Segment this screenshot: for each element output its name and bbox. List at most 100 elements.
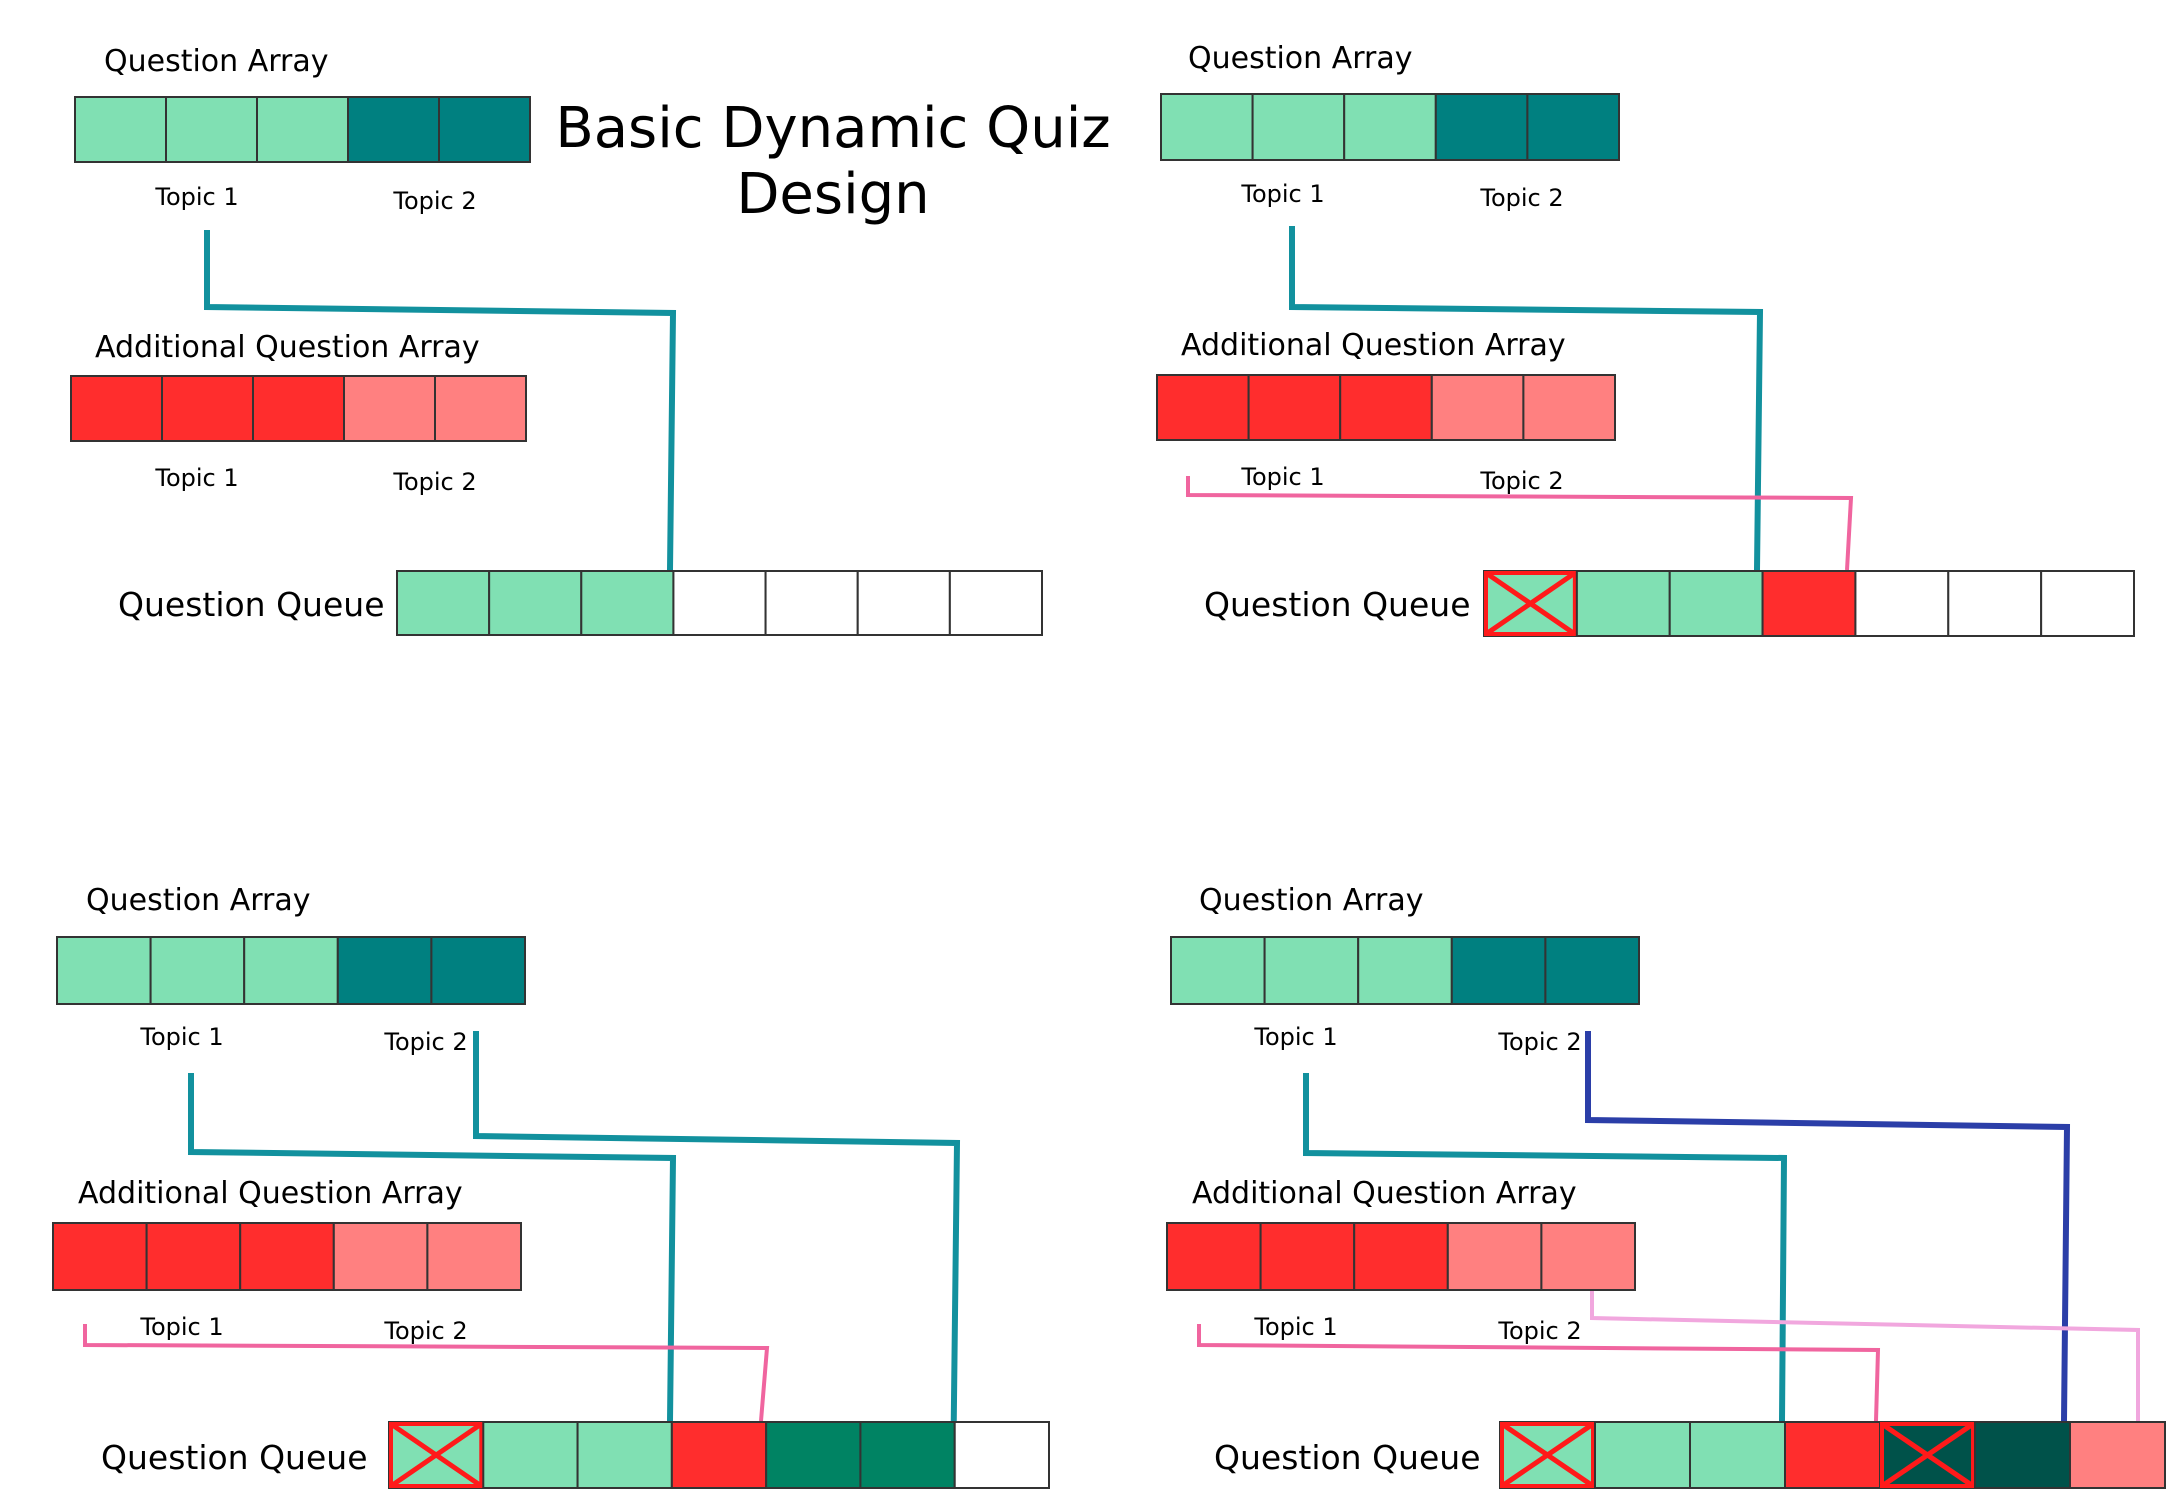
array-cell [1166, 1222, 1262, 1291]
question-array-label: Question Array [1188, 41, 1413, 76]
array-cell [1251, 93, 1346, 161]
additional-question-array [52, 1222, 522, 1291]
additional-array-label: Additional Question Array [1192, 1176, 1577, 1211]
array-cell [332, 1222, 429, 1291]
queue-cell [856, 570, 951, 636]
array-cell [1544, 936, 1641, 1005]
array-cell [1446, 1222, 1543, 1291]
additional-array-label: Additional Question Array [95, 330, 480, 365]
queue-cell [859, 1421, 956, 1489]
question-array [74, 96, 531, 163]
question-array-topic-2-label: Topic 2 [1479, 184, 1563, 212]
queue-cell [2069, 1421, 2166, 1489]
question-queue [1499, 1421, 2166, 1489]
diagram-title-line-2: Design [736, 162, 929, 227]
array-cell [74, 96, 167, 163]
question-queue-label: Question Queue [118, 585, 385, 624]
array-cell [1247, 374, 1342, 441]
topic1-additional-link [1186, 476, 1854, 571]
queue-cell [1594, 1421, 1691, 1489]
diagram-title-line-1: Basic Dynamic Quiz [555, 96, 1110, 161]
array-cell [1526, 93, 1621, 161]
queue-cell [2040, 570, 2135, 637]
question-array-topic-1-label: Topic 1 [1240, 180, 1324, 208]
additional-question-array [1166, 1222, 1637, 1291]
array-cell [145, 1222, 242, 1291]
queue-cell [948, 570, 1043, 636]
array-cell [1450, 936, 1547, 1005]
cross-mark-border [1484, 571, 1577, 636]
question-queue [396, 570, 1043, 636]
panel-4: Question Array Topic 1 Topic 2 Additiona… [1166, 883, 2166, 1489]
question-array-topic-1-label: Topic 1 [1253, 1023, 1337, 1051]
question-array-label: Question Array [1199, 883, 1424, 918]
topic1-question-link [204, 230, 677, 571]
cross-mark-stroke [1880, 1421, 1975, 1489]
array-cell [1259, 1222, 1356, 1291]
topic2-question-link [1585, 1031, 2071, 1422]
array-cell [56, 936, 152, 1005]
question-array-label: Question Array [86, 883, 311, 918]
queue-cell [1575, 570, 1671, 637]
additional-array-topic-1-label: Topic 1 [154, 464, 238, 492]
connector-lines [1186, 226, 1854, 571]
queue-cell [576, 1421, 673, 1489]
queue-cell [1854, 570, 1950, 637]
additional-question-array [1156, 374, 1617, 441]
additional-array-topic-2-label: Topic 2 [392, 468, 476, 496]
topic2-question-link [473, 1031, 961, 1487]
question-array-label: Question Array [104, 44, 329, 79]
question-array-topic-1-label: Topic 1 [154, 183, 238, 211]
array-cell [1430, 374, 1525, 441]
array-cell [70, 375, 163, 442]
array-cell [434, 375, 527, 442]
array-cell [1263, 936, 1360, 1005]
array-cell [252, 375, 345, 442]
array-cell [1357, 936, 1453, 1005]
cross-mark-icon [389, 1421, 484, 1489]
array-cell [161, 375, 254, 442]
question-queue-label: Question Queue [101, 1438, 368, 1477]
additional-array-topic-1-label: Topic 1 [139, 1313, 223, 1341]
cross-mark-stroke [389, 1421, 483, 1489]
cross-mark-border [1880, 1422, 1975, 1488]
array-cell [243, 936, 339, 1005]
cross-mark-icon [1500, 1421, 1595, 1489]
array-cell [347, 96, 440, 163]
queue-cell [1761, 570, 1857, 637]
question-array [56, 936, 526, 1005]
panel-3: Question Array Topic 1 Topic 2 Additiona… [52, 883, 1051, 1489]
queue-cell [580, 570, 675, 636]
array-cell [426, 1222, 522, 1291]
array-cell [1160, 93, 1254, 161]
array-cell [165, 96, 258, 163]
queue-cell [1668, 570, 1764, 637]
array-cell [52, 1222, 148, 1291]
array-cell [343, 375, 436, 442]
additional-array-topic-1-label: Topic 1 [1253, 1313, 1337, 1341]
topic1-additional-link [1197, 1324, 1881, 1422]
panel-2: Question Array Topic 1 Topic 2 Additiona… [1156, 41, 2135, 637]
queue-cell [953, 1421, 1051, 1489]
cross-mark-border [1500, 1422, 1595, 1488]
additional-array-topic-2-label: Topic 2 [383, 1317, 467, 1345]
cross-mark-stroke [1500, 1421, 1595, 1489]
connector-lines [83, 1031, 961, 1487]
question-array [1170, 936, 1641, 1005]
question-array-topic-2-label: Topic 2 [383, 1028, 467, 1056]
connector-lines [204, 230, 677, 571]
queue-cell [1947, 570, 2043, 637]
additional-array-topic-2-label: Topic 2 [1497, 1317, 1581, 1345]
question-queue-label: Question Queue [1214, 1438, 1481, 1477]
topic1-question-link [1289, 226, 1764, 571]
queue-cell [672, 570, 767, 636]
cross-mark-icon [1880, 1421, 1975, 1489]
connector-lines [1197, 1031, 2140, 1422]
array-cell [149, 936, 246, 1005]
topic1-question-link [1303, 1073, 1788, 1422]
array-cell [1170, 936, 1266, 1005]
question-array-topic-1-label: Topic 1 [139, 1023, 223, 1051]
question-array [1160, 93, 1621, 161]
panel-1: Question Array Topic 1 Topic 2 Additiona… [70, 44, 1043, 636]
